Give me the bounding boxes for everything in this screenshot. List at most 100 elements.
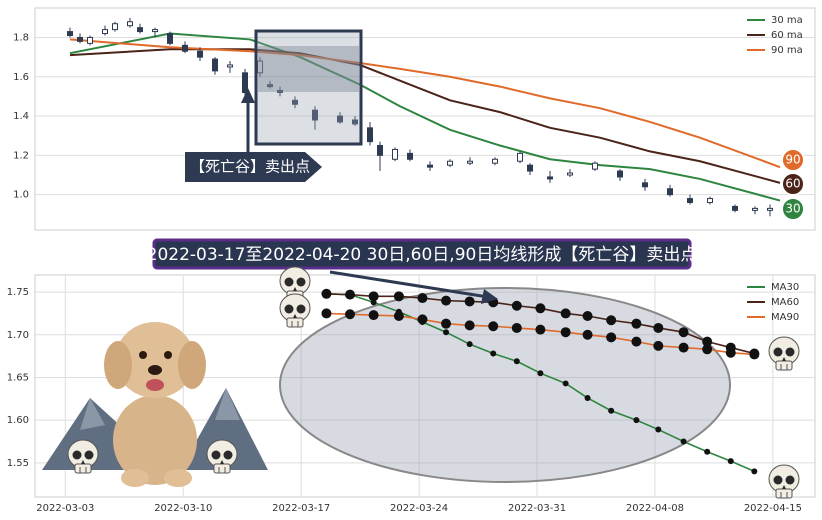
marker: [560, 308, 571, 319]
badge: [781, 172, 805, 196]
candle-body: [592, 162, 598, 170]
y-tick-label: 1.8: [13, 32, 29, 43]
marker: [727, 458, 734, 465]
y-tick-label: 1.55: [7, 458, 29, 469]
x-tick-label: 2022-03-24: [390, 503, 448, 514]
legend-label: MA60: [771, 297, 799, 308]
annotation-box: [185, 152, 322, 182]
marker: [606, 332, 617, 343]
marker: [631, 336, 642, 347]
badge-label: 30: [785, 202, 800, 216]
badge-label: 60: [785, 177, 800, 191]
marker: [417, 314, 428, 325]
candle-body: [447, 160, 453, 166]
highlight-ellipse: [279, 287, 731, 483]
candle-body: [152, 29, 158, 33]
marker: [680, 438, 687, 445]
candle-body: [352, 119, 358, 125]
y-tick-label: 1.65: [7, 372, 29, 383]
marker: [537, 370, 544, 377]
badge-label: 90: [785, 153, 800, 167]
marker: [368, 291, 379, 302]
marker: [584, 394, 591, 401]
candle-body: [277, 90, 283, 93]
marker: [725, 347, 736, 358]
x-tick-label: 2022-03-10: [154, 503, 212, 514]
y-tick-label: 1.4: [13, 111, 29, 122]
candle-body: [367, 127, 373, 143]
legend-label: MA30: [771, 282, 799, 293]
x-tick-label: 2022-03-03: [36, 503, 94, 514]
legend-label: 60 ma: [771, 30, 803, 41]
marker: [631, 318, 642, 329]
candle-body: [517, 152, 523, 162]
marker: [751, 468, 758, 475]
marker: [464, 296, 475, 307]
marker: [535, 303, 546, 314]
highlight-inner: [258, 46, 359, 92]
marker: [368, 310, 379, 321]
marker: [582, 310, 593, 321]
marker: [393, 291, 404, 302]
highlight-box: [254, 29, 363, 146]
arrow-head: [241, 88, 255, 103]
candle-body: [752, 207, 758, 211]
candle-body: [767, 207, 773, 211]
candle-body: [102, 29, 108, 35]
top-chart: 1.0 1.2 1.4 1.6 1.8 30 ma 60 ma 90 ma: [13, 7, 816, 231]
candle-body: [732, 205, 738, 211]
marker: [749, 349, 760, 360]
candle-body: [547, 176, 553, 180]
candle-body: [527, 164, 533, 172]
candle-body: [377, 145, 383, 156]
bottom-chart: 1.55 1.60 1.65 1.70 1.75 2022-03-03 2022-03-10…: [7, 274, 816, 514]
candle-body: [567, 172, 573, 176]
marker: [345, 289, 356, 300]
legend-label: 90 ma: [771, 45, 803, 56]
banner: 2022-03-17至2022-04-20 30日,60日,90日均线形成【死亡…: [147, 245, 698, 265]
marker: [653, 322, 664, 333]
marker: [321, 288, 332, 299]
marker: [466, 341, 473, 348]
candle-body: [227, 64, 233, 68]
marker: [321, 308, 332, 319]
candle-body: [167, 33, 173, 44]
marker: [633, 417, 640, 424]
banner-arrow: [329, 270, 489, 299]
marker: [608, 407, 615, 414]
marker: [345, 309, 356, 320]
candle-body: [267, 84, 273, 88]
legend-label: 30 ma: [771, 15, 803, 26]
marker: [464, 320, 475, 331]
candle-body: [112, 23, 118, 31]
y-tick-label: 1.60: [7, 415, 29, 426]
candle-body: [707, 198, 713, 203]
decoration: [42, 266, 800, 499]
marker: [488, 321, 499, 332]
candle-body: [407, 152, 413, 160]
x-tick-label: 2022-03-31: [508, 503, 566, 514]
ma-line: [69, 32, 781, 202]
candle-body: [492, 158, 498, 164]
marker: [441, 295, 452, 306]
y-tick-label: 1.75: [7, 287, 29, 298]
legend-label: MA90: [771, 312, 799, 323]
candle-body: [642, 182, 648, 188]
candle-body: [337, 115, 343, 123]
candle-body: [312, 109, 318, 121]
badge: [781, 197, 805, 221]
candle-body: [87, 36, 93, 44]
candle-body: [242, 72, 248, 93]
marker: [562, 380, 569, 387]
candle-body: [137, 27, 143, 33]
marker: [606, 315, 617, 326]
badge: [781, 148, 805, 172]
marker: [653, 340, 664, 351]
y-tick-label: 1.6: [13, 72, 29, 83]
marker: [443, 329, 450, 336]
y-tick-label: 1.70: [7, 330, 29, 341]
banner-box: [152, 238, 692, 270]
ma-line: [69, 48, 781, 184]
badges: 90 60 30: [781, 148, 805, 221]
